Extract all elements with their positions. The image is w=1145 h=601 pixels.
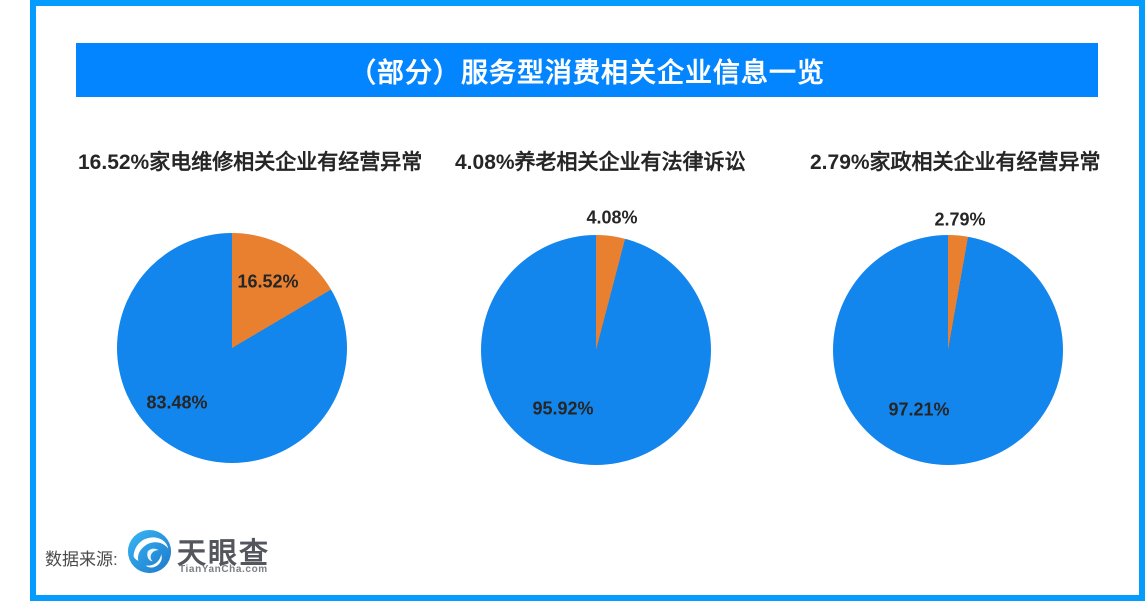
tianyancha-logo: 天眼查 TianYanCha.com — [127, 529, 427, 579]
chart-2-subtitle: 4.08%养老相关企业有法律诉讼 — [455, 151, 746, 174]
chart-1-subtitle: 16.52%家电维修相关企业有经营异常 — [78, 151, 423, 174]
page-title: （部分）服务型消费相关企业信息一览 — [349, 57, 825, 88]
header-title-bar: （部分）服务型消费相关企业信息一览 — [76, 43, 1098, 97]
tianyancha-eye-icon — [127, 529, 172, 574]
frame-border-bottom — [30, 595, 1145, 601]
tianyancha-domain-text: TianYanCha.com — [179, 564, 268, 575]
pie-slice-label-no-lawsuit: 95.92% — [532, 398, 594, 419]
pie-slice-label-normal: 83.48% — [146, 392, 208, 413]
frame-border-left — [30, 0, 36, 601]
pie-chart-appliance-repair: 16.52% 83.48% — [117, 233, 347, 463]
pie-elderly-care-circle — [481, 235, 711, 465]
pie-slice-label-abnormal: 16.52% — [237, 271, 299, 292]
data-source-label: 数据来源: — [45, 550, 118, 569]
pie-appliance-repair-circle — [117, 233, 347, 463]
chart-3-subtitle: 2.79%家政相关企业有经营异常 — [810, 151, 1101, 174]
pie-slice-label-abnormal: 2.79% — [934, 209, 986, 230]
frame-border-right — [1139, 0, 1145, 601]
tianyancha-logo-text: 天眼查 — [177, 538, 271, 570]
pie-chart-elderly-care: 4.08% 95.92% — [481, 208, 711, 465]
pie-slice-label-lawsuit: 4.08% — [586, 207, 638, 228]
pie-housekeeping-circle — [833, 235, 1063, 465]
pie-chart-housekeeping: 2.79% 97.21% — [833, 210, 1063, 465]
pie-slice-label-normal: 97.21% — [888, 399, 950, 420]
frame-border-top — [30, 0, 1145, 6]
